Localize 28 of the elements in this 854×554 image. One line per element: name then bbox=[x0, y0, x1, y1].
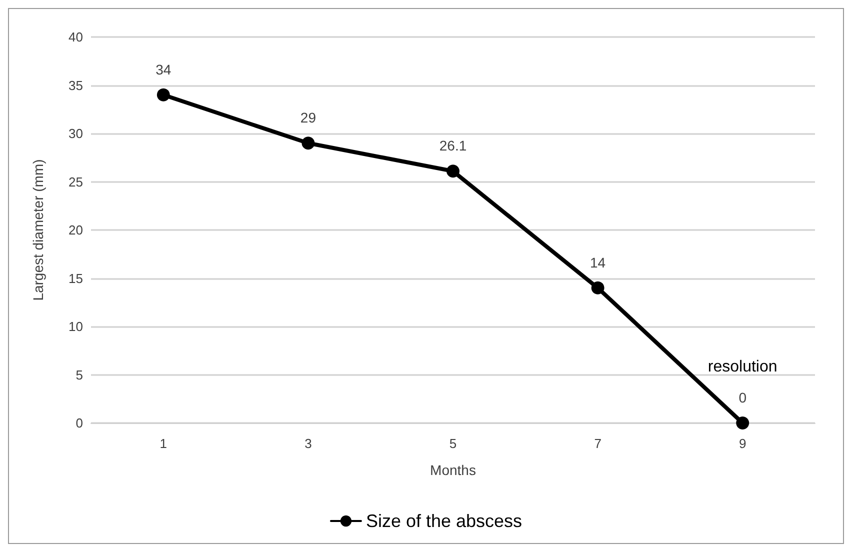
x-tick-label: 3 bbox=[304, 436, 312, 451]
point bbox=[591, 281, 604, 294]
y-tick-label: 10 bbox=[68, 319, 83, 334]
data-label: 34 bbox=[156, 61, 172, 78]
y-tick-label: 40 bbox=[68, 30, 83, 44]
x-tick-label: 5 bbox=[449, 436, 457, 451]
y-tick-label: 35 bbox=[68, 78, 83, 93]
point bbox=[446, 164, 460, 178]
data-label: 0 bbox=[738, 390, 747, 406]
y-tick-label: 30 bbox=[68, 126, 83, 141]
y-tick-label: 25 bbox=[68, 174, 83, 190]
y-tick-label: 15 bbox=[68, 270, 83, 286]
point bbox=[156, 88, 170, 102]
x-tick-label: 7 bbox=[594, 436, 602, 451]
x-tick-label: 1 bbox=[160, 436, 168, 451]
y-axis-title: Largest diameter (mm) bbox=[30, 159, 46, 301]
point bbox=[302, 136, 315, 150]
annotation: resolution bbox=[708, 358, 778, 376]
legend-label: Size of the abscess bbox=[366, 511, 522, 531]
y-tick-label: 20 bbox=[68, 222, 83, 238]
data-label: 14 bbox=[590, 254, 606, 270]
x-axis-title: Months bbox=[430, 462, 476, 478]
data-label: 26.1 bbox=[439, 138, 467, 154]
data-label: 29 bbox=[300, 110, 316, 126]
y-tick-label: 5 bbox=[76, 367, 83, 382]
x-tick-label: 9 bbox=[738, 436, 746, 451]
y-tick-label: 0 bbox=[76, 416, 83, 430]
point bbox=[736, 416, 750, 430]
